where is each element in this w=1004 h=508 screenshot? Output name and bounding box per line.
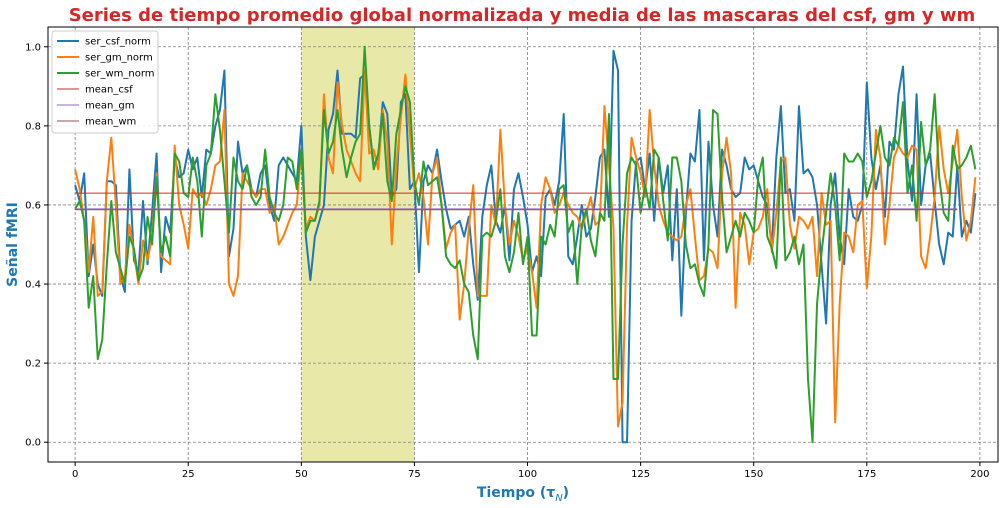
x-tick-label: 150	[744, 469, 763, 480]
y-tick-label: 0.2	[25, 359, 41, 370]
x-tick-label: 25	[182, 469, 195, 480]
x-tick-label: 200	[970, 469, 989, 480]
x-tick-label: 50	[295, 469, 308, 480]
y-tick-label: 0.8	[25, 121, 41, 132]
legend-label-ser-gm-norm: ser_gm_norm	[85, 53, 153, 64]
legend-label-mean-gm: mean_gm	[85, 101, 134, 112]
ticks-layer: 0 25 50 75 100 125 150 175 200 0.0 0.2 0.4 0.6 0.8 1.0	[25, 42, 989, 480]
legend-label-ser-wm-norm: ser_wm_norm	[85, 69, 155, 80]
y-tick-label: 0.0	[25, 438, 41, 449]
x-tick-label: 100	[518, 469, 537, 480]
highlight-span	[301, 27, 415, 462]
grid-layer	[48, 27, 998, 462]
legend-label-mean-wm: mean_wm	[85, 117, 136, 128]
y-tick-label: 0.4	[25, 280, 41, 291]
x-axis-label-main: Tiempo (τ	[477, 485, 555, 501]
plot-area-frame	[47, 26, 999, 463]
legend: ser_csf_norm ser_gm_norm ser_wm_norm mean_c…	[51, 30, 159, 134]
series-layer	[74, 45, 977, 444]
chart-title: Series de tiempo promedio global normali…	[69, 5, 976, 26]
x-axis-label: Tiempo (τN)	[477, 485, 569, 504]
x-tick-label: 175	[857, 469, 876, 480]
x-axis-label-subscript: N	[555, 493, 563, 504]
legend-label-ser-csf-norm: ser_csf_norm	[85, 37, 151, 48]
legend-label-mean-csf: mean_csf	[85, 85, 133, 96]
y-tick-label: 1.0	[25, 42, 41, 53]
x-tick-label: 125	[631, 469, 650, 480]
y-tick-label: 0.6	[25, 200, 41, 211]
x-tick-label: 0	[72, 469, 78, 480]
highlight-span-layer	[301, 27, 415, 462]
y-axis-label: Señal fMRI	[5, 202, 21, 287]
series-line-ser-wm-norm	[74, 45, 977, 444]
series-line-ser-csf-norm	[74, 49, 977, 444]
x-axis-label-close: )	[563, 485, 569, 501]
x-tick-label: 75	[408, 469, 421, 480]
